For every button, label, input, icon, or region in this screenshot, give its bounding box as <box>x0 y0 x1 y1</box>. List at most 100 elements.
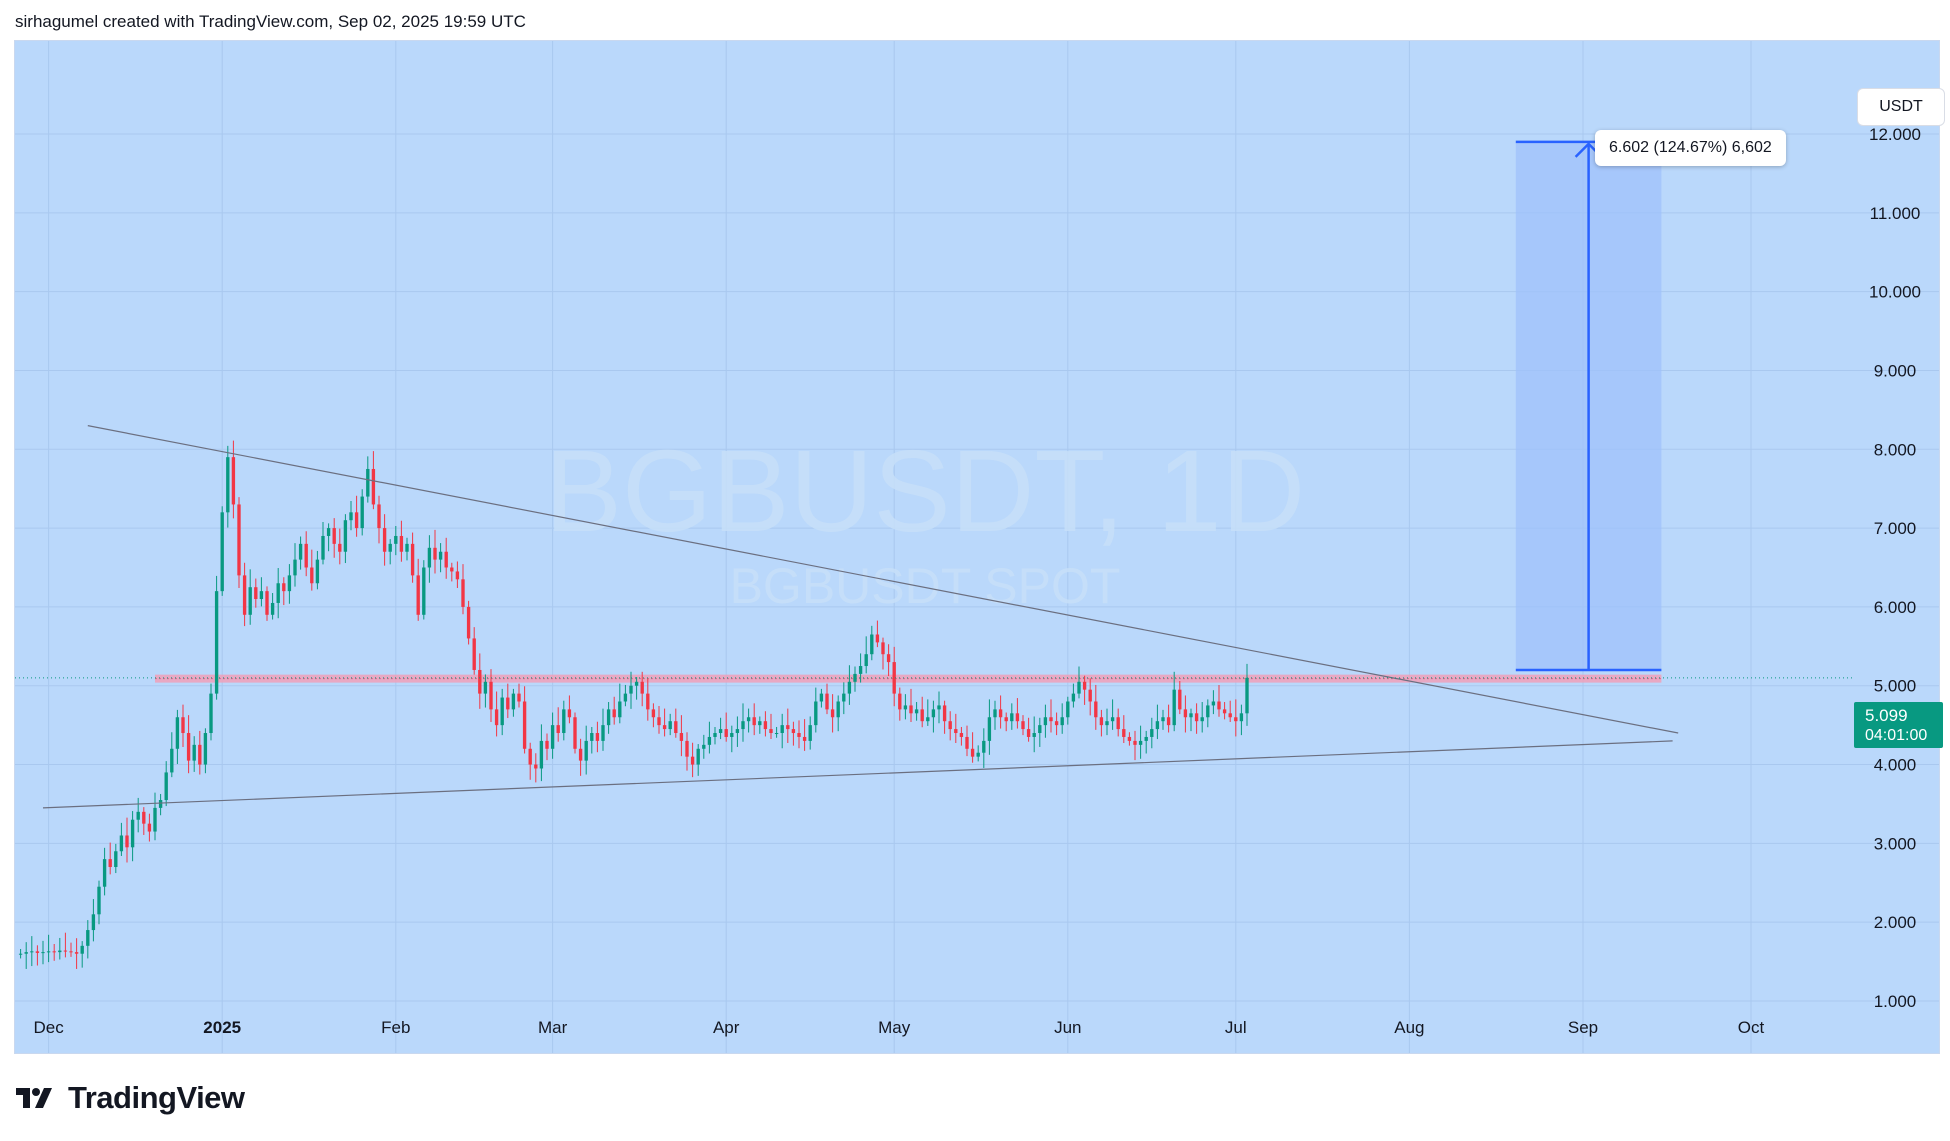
candle <box>898 687 902 721</box>
candle-body <box>427 547 432 568</box>
candle-body <box>1189 713 1193 718</box>
candle-body <box>601 725 605 741</box>
candle-body <box>797 733 801 737</box>
candle-body <box>578 748 583 761</box>
tradingview-logo-icon <box>16 1088 52 1108</box>
candle <box>52 943 56 961</box>
candle-body <box>825 693 829 710</box>
candle-body <box>881 642 885 655</box>
candle-body <box>780 725 784 734</box>
candle-body <box>360 496 364 529</box>
candle <box>427 535 432 583</box>
candle <box>814 687 818 733</box>
candle <box>595 721 600 753</box>
candle <box>46 934 51 963</box>
candle <box>399 520 404 562</box>
candle-body <box>954 729 958 734</box>
currency-badge[interactable]: USDT <box>1857 88 1945 126</box>
chart-area[interactable]: BGBUSDT, 1D BGBUSDT SPOT 12.000 11.000 10.… <box>14 40 1945 1054</box>
candlestick-chart[interactable]: BGBUSDT, 1D BGBUSDT SPOT 12.000 11.000 10.… <box>15 41 1939 1053</box>
candle-body <box>416 575 420 615</box>
candle <box>707 721 712 754</box>
candle <box>601 708 605 751</box>
price-axis-label: 8.000 <box>1874 440 1917 459</box>
candle <box>836 695 840 732</box>
candle-body <box>808 725 812 741</box>
tradingview-logo-text: TradingView <box>68 1080 245 1115</box>
candle-body <box>410 543 415 576</box>
candle <box>506 683 510 719</box>
candle-body <box>130 819 135 848</box>
candle <box>1094 684 1098 730</box>
candle <box>802 719 807 751</box>
candle-body <box>158 800 163 808</box>
candle-body <box>909 705 913 714</box>
candle-body <box>1222 709 1227 714</box>
candle <box>528 742 532 780</box>
candle-body <box>1234 717 1238 722</box>
candle-body <box>690 756 695 765</box>
candle-body <box>506 697 510 710</box>
candle-body <box>903 705 908 710</box>
candle <box>186 715 191 774</box>
candle <box>24 942 28 969</box>
candle <box>937 691 941 724</box>
candle <box>41 940 45 965</box>
candle <box>909 688 913 722</box>
candle-body <box>898 693 902 710</box>
candle <box>993 700 997 730</box>
candle-body <box>186 733 191 761</box>
candle <box>108 842 112 875</box>
candle-body <box>91 914 96 931</box>
candle-body <box>886 654 891 663</box>
candle <box>175 709 180 765</box>
candle-body <box>640 681 644 694</box>
time-axis-label: Oct <box>1738 1018 1765 1037</box>
candle <box>18 948 23 959</box>
candle <box>1206 699 1210 728</box>
candle-body <box>349 512 353 521</box>
candle-body <box>858 666 863 674</box>
candle <box>931 700 936 733</box>
candle <box>1138 725 1143 759</box>
candle-body <box>472 638 476 670</box>
last-price-tag: 5.099 04:01:00 <box>1854 702 1943 748</box>
candle <box>410 532 415 583</box>
candle-body <box>1133 740 1137 745</box>
tradingview-logo[interactable]: TradingView <box>16 1080 245 1116</box>
candle-body <box>422 567 426 615</box>
time-axis: Dec 2025 Feb Mar Apr May Jun Jul Aug Sep Oct <box>33 1018 1764 1037</box>
candle <box>735 716 740 747</box>
price-axis-label: 4.000 <box>1874 756 1917 775</box>
candle <box>248 569 252 625</box>
candle <box>545 733 549 761</box>
candle-body <box>976 752 980 757</box>
candle-body <box>634 681 639 686</box>
candle-body <box>1178 689 1182 710</box>
candle <box>1066 696 1070 725</box>
candle <box>797 720 801 749</box>
candle-body <box>914 709 919 714</box>
candle <box>556 707 560 742</box>
candle-body <box>718 729 723 734</box>
price-axis-label: 12.000 <box>1869 125 1921 144</box>
candle <box>35 945 40 966</box>
candle <box>91 899 96 942</box>
candle <box>153 792 157 841</box>
candle <box>478 653 482 709</box>
candle <box>685 732 689 771</box>
candle <box>959 726 964 746</box>
candle-body <box>1138 740 1143 745</box>
candle-body <box>231 457 236 505</box>
resistance-band <box>155 674 1662 683</box>
candle <box>892 646 896 707</box>
candle <box>198 730 202 775</box>
symbol-watermark: BGBUSDT, 1D BGBUSDT SPOT <box>545 426 1306 614</box>
candle-body <box>1054 721 1059 726</box>
candle-body <box>192 744 196 761</box>
candle <box>382 514 387 566</box>
candle <box>623 684 628 707</box>
candle-body <box>136 811 140 820</box>
candle-body <box>147 823 152 832</box>
price-axis-label: 10.000 <box>1869 283 1921 302</box>
